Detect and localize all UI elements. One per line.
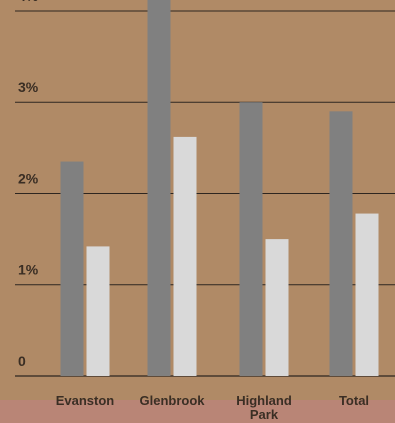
y-tick-labels: 0 1% 2% 3% 4% bbox=[18, 0, 39, 369]
category-label: Total bbox=[339, 393, 369, 408]
category-label: Evanston bbox=[56, 393, 115, 408]
bar-dark-0 bbox=[60, 161, 84, 376]
bar-light-3 bbox=[355, 213, 379, 376]
category-label: Highland Park bbox=[236, 393, 292, 422]
y-tick-label: 0 bbox=[18, 353, 26, 369]
bottom-band bbox=[0, 400, 395, 423]
category-label: Glenbrook bbox=[139, 393, 205, 408]
bar-light-2 bbox=[265, 239, 289, 376]
y-tick-label: 2% bbox=[18, 170, 39, 186]
bars bbox=[60, 0, 379, 376]
category-labels: Evanston Glenbrook Highland Park Total bbox=[56, 393, 369, 422]
bar-light-0 bbox=[86, 246, 110, 376]
bar-light-1 bbox=[173, 136, 197, 376]
bar-dark-3 bbox=[329, 111, 353, 376]
y-tick-label: 4% bbox=[18, 0, 39, 4]
bar-dark-2 bbox=[239, 102, 263, 376]
bar-dark-1 bbox=[147, 0, 171, 376]
y-tick-label: 1% bbox=[18, 262, 39, 278]
y-tick-label: 3% bbox=[18, 79, 39, 95]
